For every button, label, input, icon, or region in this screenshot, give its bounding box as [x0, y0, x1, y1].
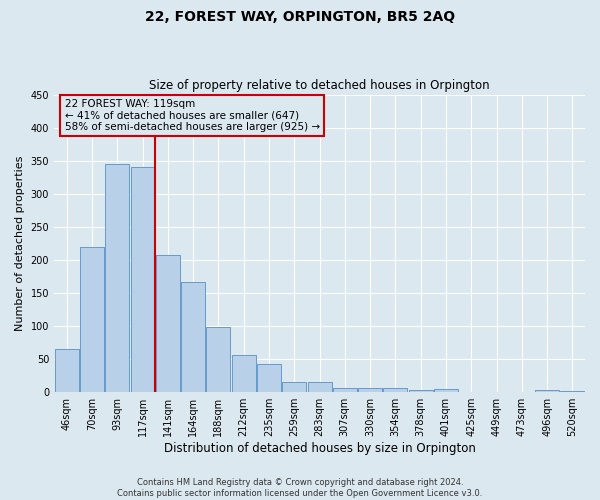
Bar — [232, 354, 256, 392]
X-axis label: Distribution of detached houses by size in Orpington: Distribution of detached houses by size … — [164, 442, 475, 455]
Bar — [206, 326, 230, 392]
Bar — [181, 282, 205, 392]
Bar — [282, 382, 306, 392]
Bar — [358, 388, 382, 392]
Bar — [560, 391, 584, 392]
Bar — [55, 349, 79, 392]
Text: Contains HM Land Registry data © Crown copyright and database right 2024.
Contai: Contains HM Land Registry data © Crown c… — [118, 478, 482, 498]
Bar — [308, 382, 332, 392]
Bar — [333, 388, 357, 392]
Bar — [80, 246, 104, 392]
Text: 22 FOREST WAY: 119sqm
← 41% of detached houses are smaller (647)
58% of semi-det: 22 FOREST WAY: 119sqm ← 41% of detached … — [65, 99, 320, 132]
Bar — [105, 164, 129, 392]
Title: Size of property relative to detached houses in Orpington: Size of property relative to detached ho… — [149, 79, 490, 92]
Text: 22, FOREST WAY, ORPINGTON, BR5 2AQ: 22, FOREST WAY, ORPINGTON, BR5 2AQ — [145, 10, 455, 24]
Bar — [131, 168, 155, 392]
Bar — [156, 256, 180, 392]
Bar — [383, 388, 407, 392]
Bar — [257, 364, 281, 392]
Bar — [434, 389, 458, 392]
Bar — [409, 390, 433, 392]
Y-axis label: Number of detached properties: Number of detached properties — [15, 156, 25, 331]
Bar — [535, 390, 559, 392]
